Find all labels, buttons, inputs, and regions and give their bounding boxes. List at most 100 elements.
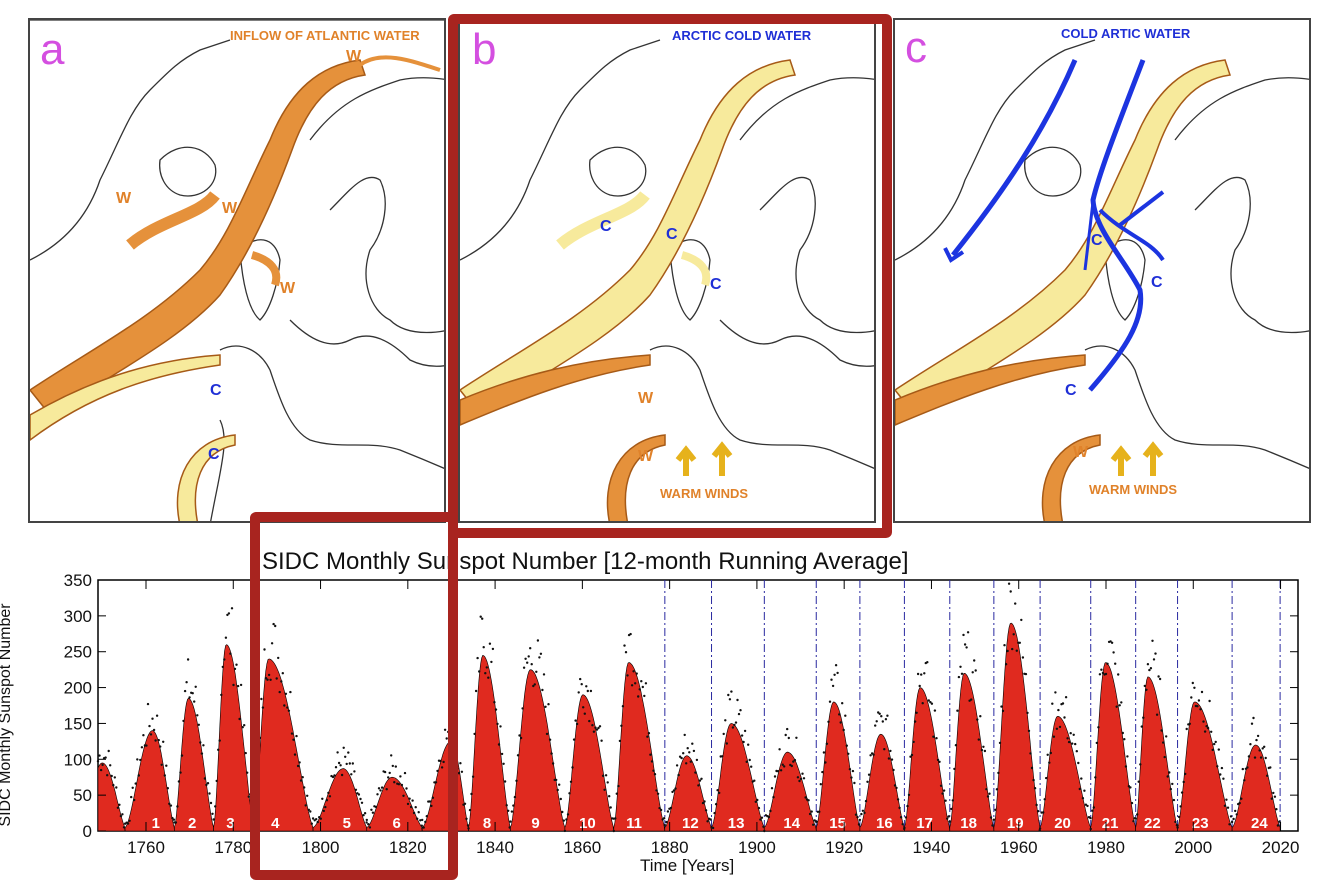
monthly-dot: [992, 818, 996, 821]
monthly-dot: [637, 695, 640, 698]
monthly-dot: [692, 749, 696, 753]
monthly-dot: [1275, 808, 1278, 811]
monthly-dot: [700, 777, 703, 780]
monthly-dot: [694, 771, 697, 774]
monthly-dot: [603, 788, 606, 791]
monthly-dot: [1171, 782, 1174, 786]
monthly-dot: [1210, 730, 1213, 733]
monthly-dot: [1261, 747, 1264, 750]
monthly-dot: [409, 805, 413, 809]
monthly-dot: [379, 789, 382, 792]
monthly-dot: [1009, 590, 1012, 593]
monthly-dot: [957, 675, 961, 679]
monthly-dot: [412, 811, 416, 815]
cycle-area-3: [213, 644, 255, 832]
monthly-dot: [365, 821, 368, 824]
monthly-dot: [1142, 716, 1145, 719]
monthly-dot: [1024, 672, 1028, 676]
monthly-dot: [199, 741, 202, 744]
monthly-dot: [1048, 761, 1051, 764]
monthly-dot: [359, 797, 362, 801]
monthly-dot: [575, 722, 579, 726]
monthly-dot: [730, 690, 733, 693]
monthly-dot: [1052, 735, 1056, 738]
monthly-dot: [883, 748, 886, 751]
monthly-dot: [594, 726, 597, 729]
monthly-dot: [542, 673, 546, 676]
monthly-dot: [672, 789, 676, 792]
monthly-dot: [1027, 729, 1031, 733]
monthly-dot: [579, 677, 582, 681]
monthly-dot: [337, 761, 341, 765]
monthly-dots: [96, 582, 1281, 833]
monthly-dot: [918, 684, 921, 688]
monthly-dot: [1243, 779, 1246, 782]
monthly-dot: [1086, 804, 1089, 808]
monthly-dot: [1168, 771, 1171, 774]
monthly-dot: [1240, 797, 1243, 800]
monthly-dot: [893, 784, 897, 787]
monthly-dot: [136, 758, 139, 761]
monthly-dot: [727, 693, 730, 697]
monthly-dot: [844, 714, 847, 717]
monthly-dot: [1095, 741, 1099, 745]
monthly-dot: [405, 787, 408, 790]
monthly-dot: [163, 774, 166, 777]
monthly-dot: [582, 706, 585, 709]
monthly-dot: [669, 806, 673, 810]
monthly-dot: [1238, 801, 1241, 805]
monthly-dot: [538, 656, 541, 659]
monthly-dot: [1045, 776, 1048, 780]
monthly-dot: [1205, 725, 1208, 728]
monthly-dot: [734, 721, 738, 724]
monthly-dot: [383, 770, 387, 774]
monthly-dot: [783, 765, 786, 768]
monthly-dot: [266, 678, 269, 681]
monthly-dot: [478, 670, 481, 673]
monthly-dot: [243, 724, 246, 727]
monthly-dot: [336, 751, 339, 754]
monthly-dot: [725, 742, 728, 745]
monthly-dot: [1080, 777, 1083, 780]
monthly-dot: [858, 818, 862, 822]
monthly-dot: [1046, 753, 1049, 756]
monthly-dot: [739, 709, 742, 712]
monthly-dot: [476, 656, 479, 660]
monthly-dot: [215, 779, 218, 783]
monthly-dot: [425, 815, 428, 818]
monthly-dot: [149, 733, 153, 736]
monthly-dot: [1018, 641, 1021, 644]
monthly-dot: [979, 715, 982, 718]
monthly-dot: [588, 719, 591, 723]
monthly-dot: [1155, 713, 1159, 716]
monthly-dot: [624, 651, 628, 654]
monthly-dot: [214, 805, 217, 808]
sunspot-chart: 1 2 3 4 5 6 7 8 9 10 11 12 13 14 15 16 17 18 19 20 21 22 23 24 …: [64, 571, 1300, 857]
monthly-dot: [345, 762, 348, 766]
monthly-dot: [246, 771, 249, 774]
monthly-dot: [1252, 716, 1255, 720]
monthly-dot: [1152, 658, 1156, 661]
monthly-dot: [946, 817, 949, 820]
monthly-dot: [496, 722, 499, 726]
cycle-area-5: [312, 768, 368, 832]
monthly-dot: [1166, 775, 1169, 778]
cycle-area-15: [816, 701, 861, 832]
monthly-dot: [760, 816, 764, 819]
monthly-dot: [112, 783, 115, 787]
monthly-dot: [295, 734, 298, 738]
monthly-dot: [284, 692, 288, 695]
monthly-dot: [860, 812, 863, 816]
monthly-dot: [589, 689, 593, 693]
monthly-dot: [1097, 726, 1100, 729]
monthly-dot: [440, 766, 444, 769]
monthly-dot: [606, 781, 609, 784]
monthly-dot: [510, 810, 514, 813]
monthly-dot: [872, 753, 875, 756]
monthly-dot: [698, 779, 702, 782]
monthly-dot: [572, 738, 576, 741]
monthly-dot: [663, 823, 666, 827]
monthly-dot: [630, 684, 634, 687]
monthly-dot: [901, 823, 904, 826]
monthly-dot: [377, 787, 381, 790]
